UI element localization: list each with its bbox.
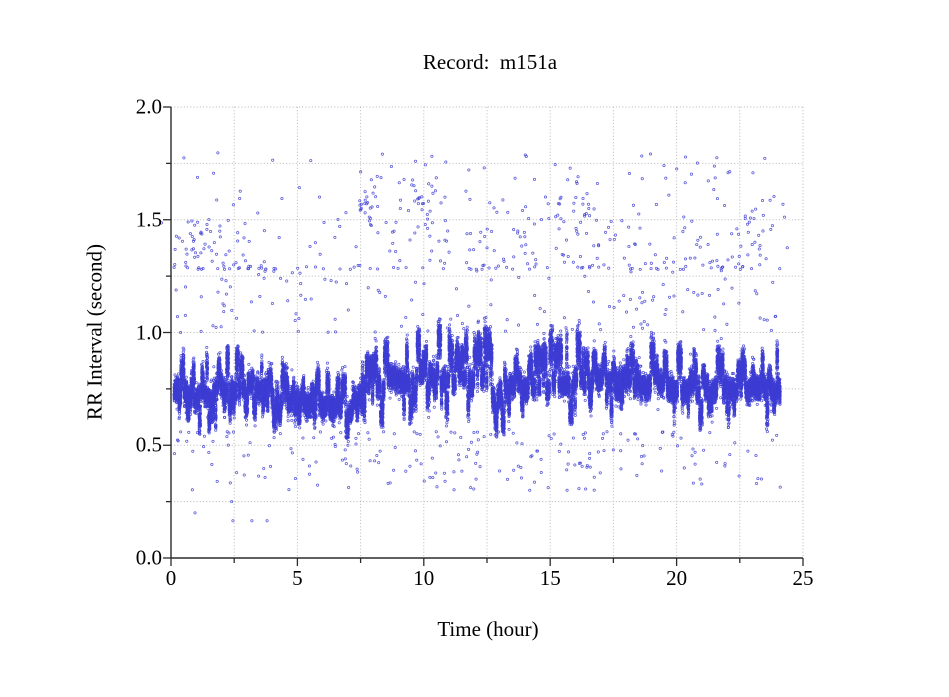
y-tick-label: 1.5 [135,207,162,232]
x-tick-label: 0 [165,566,177,590]
chart-title: Record: m151a [422,50,558,74]
x-tick-label: 10 [413,566,435,590]
x-tick-label: 5 [292,566,303,590]
y-tick-label: 0.5 [135,432,162,457]
y-axis-title: RR Interval (second) [82,243,107,421]
y-tick-label: 1.0 [135,320,162,344]
x-tick-label: 15 [539,566,561,590]
x-tick-label: 25 [792,566,814,590]
y-tick-label: 0.0 [135,545,162,570]
x-tick-label: 20 [666,566,688,590]
y-tick-label: 2.0 [135,94,162,119]
x-axis-title: Time (hour) [437,617,539,641]
